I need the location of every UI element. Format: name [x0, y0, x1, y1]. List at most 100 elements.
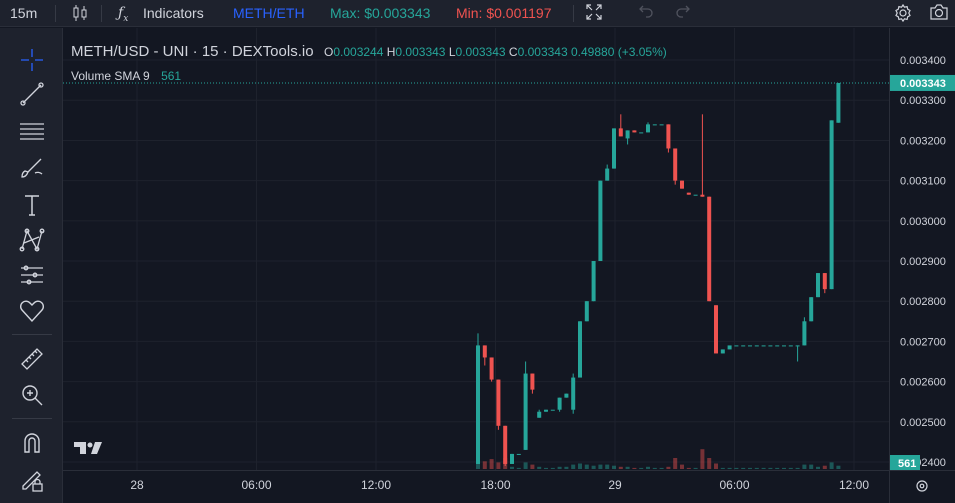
volume-bar: [625, 466, 630, 469]
volume-badge-label: 561: [898, 458, 916, 470]
candle-body: [714, 305, 718, 354]
candle-body: [768, 345, 773, 347]
price-tick-label: 0.002900: [900, 256, 946, 268]
candle-body: [782, 345, 786, 347]
volume-bar: [727, 467, 732, 469]
candle-body: [836, 82, 841, 123]
candle-body: [700, 194, 705, 197]
volume-bar: [666, 466, 671, 469]
candle-body: [516, 453, 521, 455]
zoom-in-icon[interactable]: [17, 380, 47, 410]
candle-body: [591, 261, 596, 302]
trendline-icon[interactable]: [17, 79, 47, 109]
price-tick-label: 0.003100: [900, 176, 946, 188]
fx-icon[interactable]: ƒx: [118, 5, 129, 24]
volume-bar: [564, 466, 569, 469]
candles-icon[interactable]: [72, 3, 88, 27]
min-price-label: Min: $0.001197: [456, 5, 552, 21]
fib-icon[interactable]: [17, 116, 47, 146]
candle-body: [775, 345, 780, 347]
volume-bar: [598, 464, 603, 469]
time-tick-label: 18:00: [480, 478, 510, 492]
redo-icon[interactable]: [675, 3, 691, 23]
heart-icon[interactable]: [17, 296, 47, 326]
candle-body: [612, 128, 616, 169]
volume-bar: [775, 467, 780, 469]
candle-body: [639, 132, 644, 134]
brush-icon[interactable]: [17, 153, 47, 183]
measure-lines-icon[interactable]: [17, 261, 47, 291]
lock-pencil-icon[interactable]: [17, 464, 47, 494]
volume-bar: [782, 467, 786, 469]
candle-body: [571, 377, 576, 410]
volume-bar: [768, 467, 773, 469]
time-tick-label: 28: [130, 478, 144, 492]
volume-bar: [652, 467, 657, 469]
fullscreen-icon[interactable]: [585, 3, 603, 25]
volume-bar: [788, 467, 793, 469]
top-toolbar: 15m ƒx Indicators METH/ETH Max: $0.00334…: [0, 0, 955, 27]
volume-value: 561: [161, 69, 182, 83]
candle-body: [625, 130, 630, 139]
candle-body: [618, 128, 623, 137]
chart-canvas[interactable]: 0.003400 0.003300 0.003200 0.003100 0.003000…: [63, 28, 955, 503]
pattern-icon[interactable]: [17, 225, 47, 255]
high-key: H: [386, 45, 396, 59]
candle-body: [707, 196, 712, 302]
volume-bar: [489, 459, 494, 469]
candle-body: [754, 345, 759, 347]
volume-bar: [829, 462, 834, 469]
volume-bar: [734, 467, 739, 469]
candle-body: [734, 345, 739, 347]
chart-background: [63, 28, 955, 503]
price-tick-label: 0.003000: [900, 216, 946, 228]
volume-bar: [550, 467, 555, 469]
camera-icon[interactable]: [929, 3, 949, 25]
magnet-icon[interactable]: [17, 428, 47, 458]
tradingview-logo-icon: [71, 436, 111, 460]
volume-bar: [496, 462, 501, 469]
volume-bar: [816, 466, 820, 469]
text-icon[interactable]: [17, 190, 47, 220]
volume-bar: [720, 467, 725, 469]
candle-body: [652, 124, 657, 126]
gear-icon-hub: [919, 483, 925, 489]
candle-body: [578, 321, 582, 378]
price-scale: [889, 28, 955, 470]
settings-icon[interactable]: [893, 3, 913, 27]
price-chart[interactable]: 0.003400 0.003300 0.003200 0.003100 0.003000…: [63, 28, 955, 503]
gear-icon-ring: [916, 480, 928, 492]
volume-bar: [639, 467, 644, 469]
candle-body: [557, 397, 562, 410]
volume-bar: [795, 467, 800, 469]
price-tick-label: 0.003300: [900, 95, 946, 107]
candle-body: [788, 345, 793, 347]
last-price-label: 0.003343: [900, 78, 946, 90]
ruler-icon[interactable]: [17, 344, 47, 374]
volume-bar: [537, 466, 542, 469]
candle-body: [748, 345, 752, 347]
candle-body: [809, 297, 814, 322]
candle-body: [496, 379, 501, 426]
toolbar-divider: [12, 334, 52, 335]
volume-bar: [557, 466, 562, 469]
volume-bar: [748, 467, 752, 469]
candle-body: [727, 345, 732, 350]
crosshair-icon[interactable]: [17, 45, 47, 75]
volume-bar: [802, 464, 807, 469]
interval-button[interactable]: 15m: [10, 5, 38, 21]
candle-body: [829, 120, 834, 290]
high-value: 0.003343: [395, 45, 446, 59]
pair-label: METH/ETH: [233, 5, 305, 21]
undo-icon[interactable]: [638, 3, 654, 23]
candle-body: [530, 373, 535, 390]
candle-body: [544, 409, 548, 412]
indicators-button[interactable]: Indicators: [143, 5, 204, 21]
time-tick-label: 12:00: [361, 478, 391, 492]
candle-body: [523, 373, 528, 450]
volume-bar: [510, 466, 514, 469]
volume-bar: [693, 467, 698, 469]
volume-bar: [659, 467, 664, 469]
candle-body: [489, 357, 494, 380]
candle-body: [537, 411, 542, 418]
